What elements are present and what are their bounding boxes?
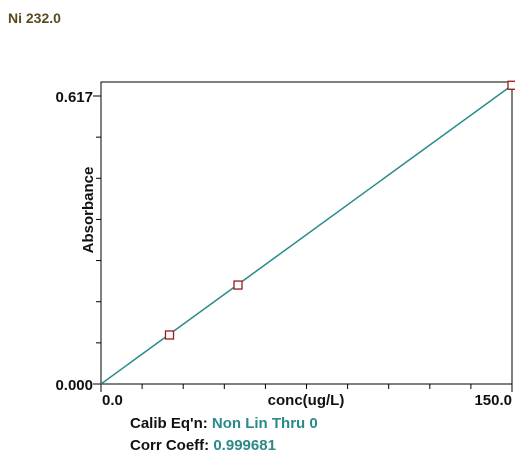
fit-line-group [100, 84, 513, 385]
x-tick-label-min: 0.0 [102, 392, 123, 409]
axis-labels: 0.617 0.000 0.0 150.0 conc(ug/L) Absorbance [55, 89, 512, 409]
calib-equation: Calib Eq'n: Non Lin Thru 0 [130, 415, 318, 432]
corr-coeff: Corr Coeff: 0.999681 [130, 437, 276, 454]
calib-label: Calib Eq'n: [130, 415, 208, 432]
data-points [164, 80, 515, 340]
data-point-marker [507, 80, 515, 90]
y-axis-label: Absorbance [80, 167, 97, 254]
calib-value: Non Lin Thru 0 [211, 415, 318, 432]
y-tick-label-min: 0.000 [55, 377, 93, 394]
y-axis-ticks [93, 95, 101, 385]
chart-title: Ni 232.0 [8, 10, 61, 26]
y-tick-label-max: 0.617 [55, 89, 93, 106]
corr-label: Corr Coeff: [130, 437, 210, 454]
data-point-marker [233, 280, 243, 290]
x-axis-label: conc(ug/L) [268, 392, 345, 409]
fit-line [100, 84, 513, 385]
x-tick-label-max: 150.0 [474, 392, 512, 409]
x-axis-ticks [100, 384, 513, 392]
corr-value: 0.999681 [213, 437, 276, 454]
data-point-marker [164, 330, 175, 340]
